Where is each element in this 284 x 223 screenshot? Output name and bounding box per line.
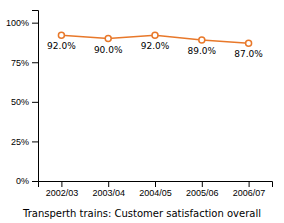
tick: 25% xyxy=(11,137,38,147)
tick: 2004/05 xyxy=(139,181,172,198)
tick-label: 2003/04 xyxy=(92,188,125,198)
tick-label: 0% xyxy=(16,176,29,186)
tick-mark xyxy=(108,181,109,187)
title: Transperth trains: Customer satisfaction… xyxy=(22,208,261,219)
marker xyxy=(105,36,111,42)
data-label: 92.0% xyxy=(47,41,76,51)
tick-mark xyxy=(32,23,38,24)
marker xyxy=(152,32,158,38)
tick-mark xyxy=(32,62,38,63)
tick-mark xyxy=(61,181,62,187)
tick: 50% xyxy=(11,97,38,107)
tick-mark xyxy=(249,181,250,187)
marker xyxy=(58,32,64,38)
tick-label: 25% xyxy=(11,137,29,147)
data-label: 90.0% xyxy=(94,45,123,55)
tick-mark xyxy=(202,181,203,187)
tick-label: 2006/07 xyxy=(233,188,266,198)
tick-mark xyxy=(155,181,156,187)
tick-mark xyxy=(32,181,38,182)
tick-mark xyxy=(32,141,38,142)
tick: 2005/06 xyxy=(186,181,219,198)
tick-label: 2005/06 xyxy=(186,188,219,198)
marker xyxy=(246,40,252,46)
plot: 0% 25% 50% 75% 100% 2002/03 2003/04 2004/05 2005… xyxy=(6,11,273,199)
tick: 2003/04 xyxy=(92,181,125,198)
axis-line xyxy=(39,182,273,188)
data-labels: 92.0% 90.0% 92.0% 89.0% 87.0% xyxy=(47,41,263,59)
data-label: 92.0% xyxy=(141,41,170,51)
tick: 75% xyxy=(11,58,38,68)
tick-mark xyxy=(32,102,38,103)
marker xyxy=(199,37,205,43)
tick-label: 75% xyxy=(11,58,29,68)
tick: 2006/07 xyxy=(233,181,266,198)
tick-label: 2004/05 xyxy=(139,188,172,198)
x-axis: 2002/03 2003/04 2004/05 2005/06 2006/07 xyxy=(39,181,273,198)
data-label: 89.0% xyxy=(188,46,217,56)
y-axis: 0% 25% 50% 75% 100% xyxy=(6,11,39,187)
chart: 0% 25% 50% 75% 100% 2002/03 2003/04 2004/05 2005… xyxy=(0,0,284,223)
tick: 2002/03 xyxy=(46,181,79,198)
tick-label: 50% xyxy=(11,97,29,107)
data-label: 87.0% xyxy=(234,49,263,59)
tick: 0% xyxy=(16,176,38,186)
tick: 100% xyxy=(6,18,38,28)
axis-line xyxy=(32,11,39,182)
tick-label: 100% xyxy=(6,18,29,28)
tick-label: 2002/03 xyxy=(46,188,79,198)
